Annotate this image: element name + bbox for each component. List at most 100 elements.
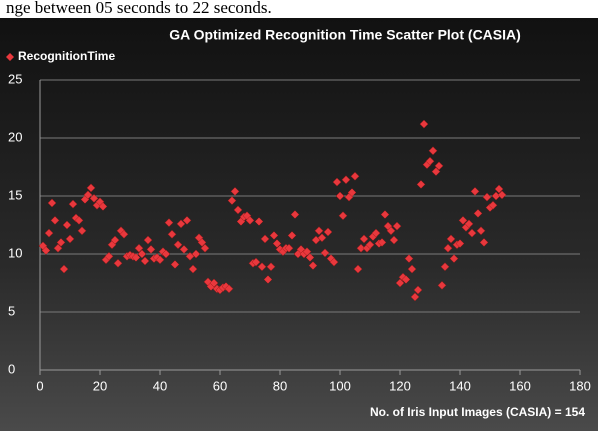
legend-label: RecognitionTime <box>18 49 115 63</box>
data-point <box>347 188 357 197</box>
data-point <box>233 205 243 215</box>
data-point <box>164 218 174 228</box>
x-tick-label: 80 <box>273 378 287 393</box>
data-point <box>266 262 276 272</box>
data-point <box>458 216 468 225</box>
data-point <box>272 239 282 248</box>
data-point <box>179 245 189 254</box>
data-point <box>44 228 54 238</box>
data-point <box>467 228 477 238</box>
data-point <box>284 243 294 253</box>
data-point <box>137 249 147 259</box>
data-point <box>47 198 57 208</box>
data-point <box>209 278 219 288</box>
data-point <box>287 231 297 240</box>
x-tick-label: 60 <box>213 378 227 393</box>
data-point <box>173 240 183 250</box>
data-point <box>404 254 414 263</box>
data-point <box>389 235 399 245</box>
data-point <box>77 226 87 236</box>
data-point <box>62 220 72 230</box>
data-point <box>269 231 279 240</box>
x-tick-label: 140 <box>449 378 471 393</box>
chart-background <box>0 18 598 431</box>
x-tick-label: 100 <box>329 378 351 393</box>
data-point <box>359 234 369 244</box>
data-point <box>323 227 333 237</box>
y-tick-label: 10 <box>8 245 22 260</box>
data-point <box>59 264 69 274</box>
data-point <box>170 260 180 269</box>
data-point <box>392 221 402 231</box>
data-point <box>143 235 153 245</box>
data-point <box>449 254 459 263</box>
data-point <box>305 253 315 262</box>
data-point <box>245 216 255 225</box>
data-point <box>83 190 93 200</box>
data-point <box>68 199 78 209</box>
y-tick-label: 5 <box>8 303 15 318</box>
data-point <box>65 234 75 244</box>
data-point <box>260 234 270 244</box>
data-point <box>341 175 351 185</box>
data-point <box>401 275 411 284</box>
data-point <box>395 278 405 288</box>
data-point <box>119 229 129 239</box>
data-point <box>320 248 330 258</box>
data-point <box>380 210 390 219</box>
data-point <box>308 261 318 270</box>
data-point <box>488 200 498 210</box>
y-tick-label: 0 <box>8 361 15 376</box>
y-tick-label: 25 <box>8 71 22 86</box>
data-point <box>431 167 441 176</box>
data-point <box>386 226 396 236</box>
data-point <box>89 193 99 203</box>
data-point <box>167 229 177 239</box>
x-tick-label: 160 <box>509 378 531 393</box>
data-point <box>41 246 51 255</box>
data-point <box>182 216 192 225</box>
data-point <box>161 249 171 259</box>
data-point <box>497 190 507 200</box>
data-point <box>317 233 327 243</box>
data-point <box>446 234 456 244</box>
data-point <box>188 264 198 274</box>
data-point <box>443 243 453 253</box>
chart: GA Optimized Recognition Time Scatter Pl… <box>0 18 598 431</box>
data-point <box>356 243 366 253</box>
data-point <box>473 209 483 218</box>
data-point <box>437 280 447 290</box>
x-tick-label: 0 <box>36 378 43 393</box>
data-point <box>146 245 156 254</box>
data-point <box>131 253 141 262</box>
legend-marker <box>6 53 14 61</box>
data-point <box>470 187 480 196</box>
data-point <box>263 275 273 284</box>
y-tick-label: 20 <box>8 129 22 144</box>
data-point <box>464 219 474 229</box>
data-point <box>191 249 201 259</box>
data-point <box>251 257 261 267</box>
data-point <box>365 240 375 250</box>
x-tick-label: 40 <box>153 378 167 393</box>
data-point <box>434 161 444 171</box>
data-point <box>134 243 144 253</box>
data-point <box>200 243 210 253</box>
data-point <box>377 238 387 247</box>
data-point <box>110 235 120 245</box>
data-point <box>227 196 237 205</box>
data-point <box>224 284 234 294</box>
data-point <box>494 184 504 194</box>
y-tick-label: 15 <box>8 187 22 202</box>
x-axis-title: No. of Iris Input Images (CASIA) = 154 <box>370 405 585 419</box>
data-point <box>176 219 186 229</box>
data-point <box>407 264 417 274</box>
data-point <box>428 146 438 156</box>
data-point <box>140 256 150 266</box>
data-point <box>440 262 450 272</box>
data-point <box>86 183 96 193</box>
data-point <box>332 177 342 187</box>
data-point <box>350 171 360 181</box>
data-point <box>419 119 429 129</box>
